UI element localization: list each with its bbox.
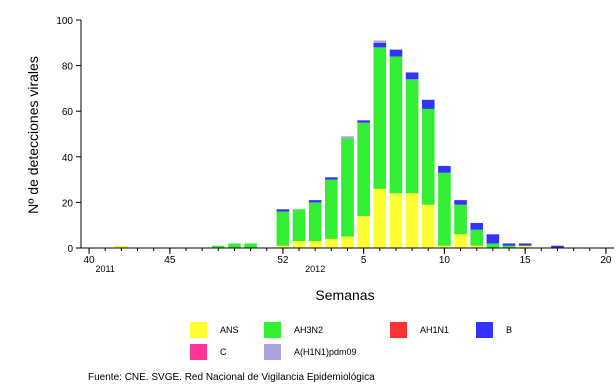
legend-item-ah1n1: AH1N1: [390, 322, 449, 338]
bar-ans-week-8-20: [405, 193, 419, 248]
legend-item-c: C: [190, 344, 227, 360]
legend-label: AH3N2: [294, 325, 324, 335]
bar-ans-week-52-12: [276, 245, 290, 248]
bar-b-week-14-26: [502, 243, 516, 246]
bar-b-week-5-17: [357, 120, 370, 123]
x-tick-label-15: 15: [520, 255, 532, 266]
bar-b-week-13-25: [486, 234, 500, 244]
bar-ans-week-9-21: [421, 204, 435, 248]
bar-ans-week-11-23: [454, 234, 467, 248]
legend-label: B: [506, 325, 513, 335]
y-tick-label-80: 80: [62, 62, 74, 73]
bar-ah3n2-week-50-10: [244, 243, 257, 248]
bar-b-week-52-12: [276, 209, 290, 212]
y-tick-label-100: 100: [56, 16, 73, 27]
source-note: Fuente: CNE. SVGE. Red Nacional de Vigil…: [88, 372, 375, 383]
plot-area: [115, 40, 564, 248]
bar-ans-week-15-27: [518, 245, 532, 248]
bar-ah1n1pdm09-week-6-18: [373, 40, 387, 43]
legend-item-ah3n2: AH3N2: [264, 322, 323, 338]
bar-ans-week-4-16: [341, 236, 354, 248]
legend-swatch: [190, 344, 207, 360]
bar-b-week-15-27: [518, 243, 532, 246]
legend-item-ans: ANS: [190, 322, 239, 338]
bar-ans-week-7-19: [389, 193, 403, 248]
bar-ah3n2-week-48-8: [211, 245, 225, 248]
bar-b-week-2-14: [308, 200, 322, 203]
bar-ah3n2-week-49-9: [228, 243, 241, 248]
bar-ans-week-3-15: [325, 238, 338, 248]
x-tick-label-45: 45: [164, 255, 176, 266]
bar-ans-week-42-2: [115, 245, 128, 248]
y-axis: 0 20 40 60 80 100: [56, 16, 82, 255]
x-tick-label-20: 20: [600, 255, 612, 266]
bar-b-week-8-20: [405, 72, 419, 80]
bar-ah3n2-week-6-18: [373, 47, 387, 189]
bar-b-week-3-15: [325, 177, 338, 180]
x-tick-label-10: 10: [439, 255, 451, 266]
y-axis-title: Nº de detecciones virales: [25, 56, 41, 214]
y-tick-label-0: 0: [67, 244, 73, 255]
bar-ans-week-6-18: [373, 188, 387, 248]
bar-ah3n2-week-1-13: [292, 209, 306, 242]
bar-ah3n2-week-9-21: [421, 108, 435, 205]
y-tick-label-20: 20: [62, 198, 74, 209]
x-axis: 40 45 52 5 10 15 20 2011 2012: [81, 247, 614, 274]
legend-label: A(H1N1)pdm09: [294, 347, 357, 357]
bar-b-week-6-18: [373, 42, 387, 48]
legend-swatch: [476, 322, 493, 338]
x-tick-label-5: 5: [361, 255, 367, 266]
bar-ah3n2-week-12-24: [470, 229, 484, 246]
bar-ah3n2-week-52-12: [276, 211, 290, 246]
bar-b-week-17-29: [551, 245, 564, 248]
x-axis-title: Semanas: [315, 287, 374, 303]
legend-label: C: [220, 347, 227, 357]
legend-item-b: B: [476, 322, 512, 338]
bar-ans-week-5-17: [357, 216, 370, 248]
bar-ans-week-12-24: [470, 245, 484, 248]
x-tick-label-52: 52: [277, 255, 289, 266]
legend-label: AH1N1: [420, 325, 450, 335]
bar-b-week-7-19: [389, 49, 403, 57]
bar-ah3n2-week-4-16: [341, 138, 354, 237]
x-year-label-2012: 2012: [305, 264, 325, 274]
bar-ans-week-2-14: [308, 241, 322, 248]
legend-swatch: [390, 322, 407, 338]
bar-ans-week-1-13: [292, 241, 306, 248]
bar-ah3n2-week-7-19: [389, 56, 403, 194]
bar-ah3n2-week-8-20: [405, 79, 419, 194]
legend-item-ah1n1pdm09: A(H1N1)pdm09: [264, 344, 357, 360]
legend-swatch: [190, 322, 207, 338]
bar-b-week-10-22: [438, 165, 451, 173]
bar-ah3n2-week-14-26: [502, 245, 516, 248]
bar-ah3n2-week-11-23: [454, 204, 467, 235]
y-tick-label-40: 40: [62, 153, 74, 164]
legend-swatch: [264, 344, 281, 360]
bar-ah1n1pdm09-week-4-16: [341, 136, 354, 139]
bar-ah3n2-week-2-14: [308, 202, 322, 242]
bar-ah3n2-week-10-22: [438, 172, 451, 246]
bar-b-week-11-23: [454, 200, 467, 205]
x-year-label-2011: 2011: [96, 264, 115, 274]
bar-ah3n2-week-13-25: [486, 243, 500, 248]
x-tick-label-40: 40: [84, 255, 96, 266]
bar-b-week-9-21: [421, 99, 435, 109]
legend-label: ANS: [220, 325, 239, 335]
legend-swatch: [264, 322, 281, 338]
bar-b-week-12-24: [470, 222, 484, 230]
bar-ah3n2-week-3-15: [325, 179, 338, 239]
bar-ah3n2-week-5-17: [357, 122, 370, 217]
legend: ANS AH3N2 AH1N1 B C A(H1N1)pdm09: [190, 322, 570, 362]
bar-ans-week-10-22: [438, 245, 451, 248]
y-tick-label-60: 60: [62, 107, 74, 118]
